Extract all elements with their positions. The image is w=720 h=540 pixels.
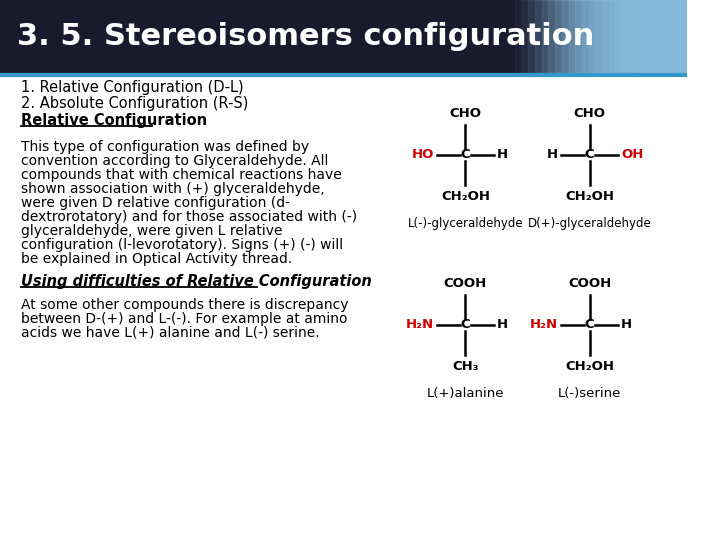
Bar [595,0,687,73]
Text: Relative Configuration: Relative Configuration [21,113,207,128]
Text: compounds that with chemical reactions have: compounds that with chemical reactions h… [21,168,342,182]
Text: 2. Absolute Configuration (R-S): 2. Absolute Configuration (R-S) [21,96,248,111]
Bar [582,0,687,73]
Text: L(-)serine: L(-)serine [558,387,621,400]
Bar [555,0,687,73]
Text: H₂N: H₂N [406,319,434,332]
Text: 3. 5. Stereoisomers configuration: 3. 5. Stereoisomers configuration [17,22,595,51]
Text: OH: OH [621,148,644,161]
Text: COOH: COOH [444,277,487,290]
Text: H: H [497,148,508,161]
Bar [549,0,687,73]
Bar [669,0,687,73]
Text: This type of configuration was defined by: This type of configuration was defined b… [21,140,309,154]
Text: convention according to Glyceraldehyde. All: convention according to Glyceraldehyde. … [21,154,328,168]
Bar [622,0,687,73]
Text: C: C [585,319,594,332]
Text: C: C [461,319,470,332]
Bar [0,0,687,73]
Text: Using difficulties of Relative Configuration: Using difficulties of Relative Configura… [21,274,372,289]
Bar [542,0,687,73]
Bar [629,0,687,73]
Bar [569,0,687,73]
Bar [655,0,687,73]
Bar [522,0,687,73]
Text: shown association with (+) glyceraldehyde,: shown association with (+) glyceraldehyd… [21,182,325,196]
Text: configuration (l-levorotatory). Signs (+) (-) will: configuration (l-levorotatory). Signs (+… [21,238,343,252]
Bar [642,0,687,73]
Text: CH₂OH: CH₂OH [565,360,614,373]
Text: dextrorotatory) and for those associated with (-): dextrorotatory) and for those associated… [21,210,357,224]
Text: 1. Relative Configuration (D-L): 1. Relative Configuration (D-L) [21,80,243,95]
Text: acids we have L(+) alanine and L(-) serine.: acids we have L(+) alanine and L(-) seri… [21,326,320,340]
Bar [602,0,687,73]
Text: H: H [497,319,508,332]
Text: between D-(+) and L-(-). For example at amino: between D-(+) and L-(-). For example at … [21,312,348,326]
Text: CH₂OH: CH₂OH [441,190,490,203]
Text: CHO: CHO [574,107,606,120]
Bar [608,0,687,73]
Bar [588,0,687,73]
Text: COOH: COOH [568,277,611,290]
Bar [662,0,687,73]
Text: At some other compounds there is discrepancy: At some other compounds there is discrep… [21,298,348,312]
Text: were given D relative configuration (d-: were given D relative configuration (d- [21,196,290,210]
Text: L(+)alanine: L(+)alanine [427,387,504,400]
Bar [649,0,687,73]
Text: H: H [621,319,632,332]
Bar [515,0,687,73]
Bar [675,0,687,73]
Text: glyceraldehyde, were given L relative: glyceraldehyde, were given L relative [21,224,282,238]
Text: C: C [585,148,594,161]
Bar [535,0,687,73]
Text: CH₂OH: CH₂OH [565,190,614,203]
Bar [635,0,687,73]
Text: CH₃: CH₃ [452,360,479,373]
Text: H: H [547,148,558,161]
Text: CHO: CHO [449,107,482,120]
Text: H₂N: H₂N [530,319,558,332]
Bar [575,0,687,73]
Bar [616,0,687,73]
Bar [528,0,687,73]
Text: C: C [461,148,470,161]
Text: be explained in Optical Activity thread.: be explained in Optical Activity thread. [21,252,292,266]
Text: D(+)-glyceraldehyde: D(+)-glyceraldehyde [528,217,652,230]
Bar [562,0,687,73]
Text: HO: HO [412,148,434,161]
Text: L(-)-glyceraldehyde: L(-)-glyceraldehyde [408,217,523,230]
